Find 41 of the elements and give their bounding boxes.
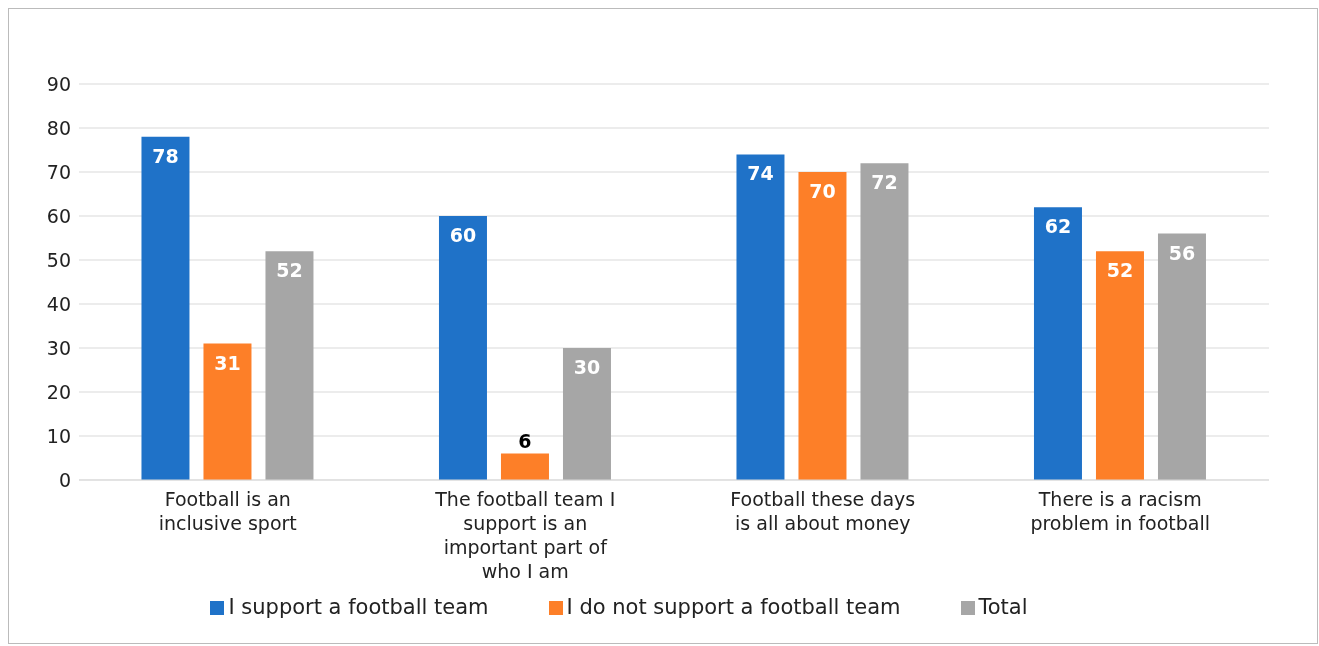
legend-label: I support a football team bbox=[228, 595, 489, 619]
y-tick-label: 40 bbox=[46, 292, 71, 315]
data-label: 74 bbox=[747, 162, 774, 185]
bar bbox=[141, 136, 190, 480]
x-tick-label: The football team I support is an important part of who I am bbox=[434, 488, 616, 582]
y-tick-label: 30 bbox=[46, 336, 71, 359]
bar bbox=[265, 251, 314, 480]
y-tick-label: 10 bbox=[46, 424, 71, 447]
bar bbox=[1157, 233, 1206, 480]
bar bbox=[500, 453, 549, 480]
x-tick-label: There is a racism problem in football bbox=[1030, 488, 1211, 534]
y-tick-label: 70 bbox=[46, 160, 71, 183]
bar bbox=[1033, 207, 1082, 480]
bar bbox=[860, 163, 909, 480]
data-label: 56 bbox=[1168, 241, 1196, 264]
y-tick-label: 50 bbox=[46, 248, 71, 271]
y-tick-label: 0 bbox=[58, 468, 71, 491]
bar bbox=[203, 343, 252, 480]
y-tick-label: 60 bbox=[46, 204, 71, 227]
data-label: 78 bbox=[152, 144, 179, 167]
y-tick-label: 90 bbox=[46, 72, 71, 95]
bar bbox=[736, 154, 785, 480]
data-label: 31 bbox=[214, 351, 241, 374]
data-label: 72 bbox=[871, 171, 898, 194]
legend-label: I do not support a football team bbox=[566, 595, 901, 619]
data-label: 6 bbox=[518, 429, 532, 452]
bar bbox=[562, 348, 611, 480]
data-label: 70 bbox=[809, 180, 836, 202]
data-label: 52 bbox=[276, 259, 303, 282]
y-tick-label: 80 bbox=[46, 116, 71, 139]
x-tick-label: Football these days is all about money bbox=[730, 488, 916, 534]
data-label: 60 bbox=[449, 224, 477, 246]
y-tick-label: 20 bbox=[46, 380, 71, 403]
bar bbox=[438, 216, 487, 480]
data-label: 62 bbox=[1044, 215, 1072, 238]
bar bbox=[798, 172, 847, 480]
data-label: 30 bbox=[573, 356, 601, 378]
data-label: 52 bbox=[1106, 259, 1134, 282]
x-tick-label: Football is an inclusive sport bbox=[158, 488, 297, 534]
bar bbox=[1095, 251, 1144, 480]
legend-label: Total bbox=[978, 595, 1028, 619]
